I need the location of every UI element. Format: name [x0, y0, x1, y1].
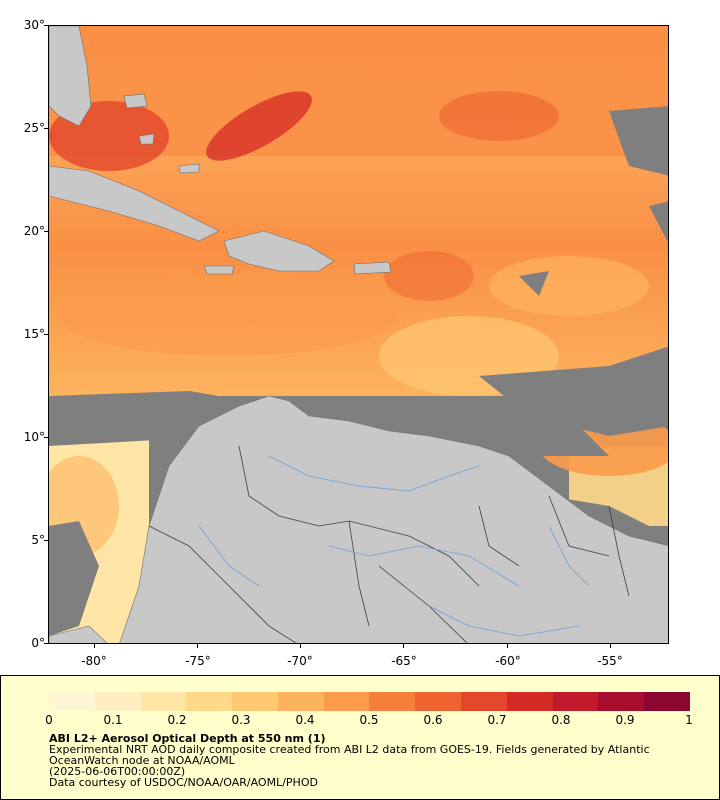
- lat-tickmark: [44, 540, 48, 541]
- colorbar-label: 0.8: [551, 713, 571, 727]
- colorbar-label: 0.5: [359, 713, 379, 727]
- colorbar-label: 1: [685, 713, 693, 727]
- colorbar-segment: [415, 692, 462, 711]
- colorbar-segment: [369, 692, 416, 711]
- colorbar-segment: [49, 692, 95, 711]
- legend-title: ABI L2+ Aerosol Optical Depth at 550 nm …: [49, 732, 326, 745]
- lat-tickmark: [44, 231, 48, 232]
- colorbar-segment: [232, 692, 278, 711]
- colorbar-segment: [461, 692, 507, 711]
- lat-tick-20: 20°: [23, 224, 45, 238]
- lat-tickmark: [44, 334, 48, 335]
- lat-tick-15: 15°: [23, 327, 45, 341]
- lon-tick-80: -80°: [81, 654, 107, 668]
- colorbar-label: 0.2: [167, 713, 187, 727]
- lon-tickmark: [197, 644, 198, 648]
- lat-tickmark: [44, 437, 48, 438]
- colorbar-segment: [598, 692, 645, 711]
- colorbar-label: 0.6: [423, 713, 443, 727]
- colorbar-segment: [323, 692, 370, 711]
- lat-tick-10: 10°: [23, 430, 45, 444]
- lat-tick-5: 5°: [31, 533, 45, 547]
- lon-tick-55: -55°: [597, 654, 623, 668]
- lat-tickmark: [44, 25, 48, 26]
- colorbar-label: 0.4: [295, 713, 315, 727]
- lon-tick-75: -75°: [185, 654, 211, 668]
- colorbar-label: 0.9: [615, 713, 635, 727]
- colorbar-segment: [552, 692, 599, 711]
- rivers: [198, 455, 590, 637]
- lon-tick-70: -70°: [287, 654, 313, 668]
- lat-tick-25: 25°: [23, 121, 45, 135]
- lat-tick-30: 30°: [23, 18, 45, 32]
- colorbar-segment: [94, 692, 141, 711]
- lat-tickmark: [44, 128, 48, 129]
- colorbar-label: 0.7: [487, 713, 507, 727]
- legend-text: ABI L2+ Aerosol Optical Depth at 550 nm …: [49, 733, 689, 788]
- legend-description-cont: OceanWatch node at NOAA/AOML: [49, 754, 235, 767]
- legend-credit: Data courtesy of USDOC/NOAA/OAR/AOML/PHO…: [49, 776, 318, 789]
- legend-description: Experimental NRT AOD daily composite cre…: [49, 743, 650, 756]
- colorbar-segment: [277, 692, 324, 711]
- colorbar-label: 0.1: [103, 713, 123, 727]
- colorbar-label: 0: [45, 713, 53, 727]
- colorbar-segment: [140, 692, 187, 711]
- lon-tickmark: [94, 644, 95, 648]
- lat-tickmark: [44, 643, 48, 644]
- land-masses: [49, 26, 668, 643]
- lon-tickmark: [610, 644, 611, 648]
- colorbar: [49, 692, 690, 711]
- colorbar-segment: [506, 692, 553, 711]
- lon-tickmark: [507, 644, 508, 648]
- lon-tick-60: -60°: [495, 654, 521, 668]
- aod-map: [48, 25, 669, 644]
- lon-tickmark: [403, 644, 404, 648]
- colorbar-segment: [644, 692, 690, 711]
- legend-panel: 0 0.1 0.2 0.3 0.4 0.5 0.6 0.7 0.8 0.9 1 …: [0, 675, 720, 800]
- map-canvas: [49, 26, 668, 643]
- lon-tickmark: [300, 644, 301, 648]
- colorbar-segment: [186, 692, 233, 711]
- lon-tick-65: -65°: [391, 654, 417, 668]
- colorbar-label: 0.3: [231, 713, 251, 727]
- lat-tick-0: 0°: [31, 636, 45, 650]
- country-borders: [148, 445, 630, 643]
- legend-date: (2025-06-06T00:00:00Z): [49, 765, 186, 778]
